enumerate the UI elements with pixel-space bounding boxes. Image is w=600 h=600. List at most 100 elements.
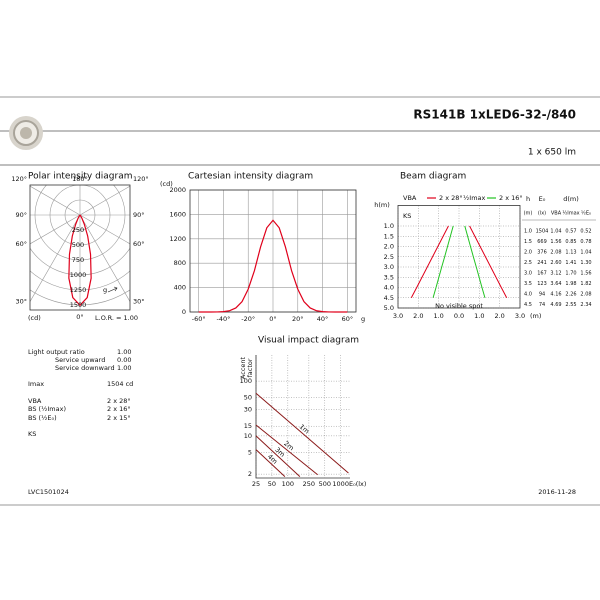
table-cell: 4.69 [550, 302, 561, 308]
table-cell: 1.13 [565, 250, 576, 256]
polar-angle-label: 90° [133, 211, 145, 219]
no-spot-note: No visible spot [435, 302, 483, 310]
polar-grid-ray [30, 214, 81, 245]
table-subheader: ½E₀ [581, 210, 591, 217]
table-cell: 3.5 [524, 281, 532, 287]
y-tick-label: 3.0 [384, 263, 394, 271]
impact-line [255, 449, 286, 478]
polar-radial-label: 1000 [70, 271, 87, 279]
x-tick-label: 25 [252, 480, 260, 488]
polar-angle-label: 180° [72, 175, 88, 183]
info-label: VBA [28, 397, 42, 405]
y-axis-label: factor [246, 358, 254, 377]
x-tick-label: 3.0 [393, 312, 403, 320]
x-tick-label: 50 [268, 480, 276, 488]
y-tick-label: 10 [244, 432, 252, 440]
table-cell: 74 [539, 302, 545, 308]
y-tick-label: 2.0 [384, 243, 394, 251]
y-tick-label: 1.0 [384, 222, 394, 230]
table-cell: 1.0 [524, 229, 532, 235]
panel-title: Polar intensity diagram [28, 172, 133, 182]
polar-angle-label: 60° [133, 240, 145, 248]
table-subheader: (m) [524, 211, 533, 217]
table-cell: 1.04 [580, 250, 591, 256]
polar-grid-ray [79, 214, 130, 303]
table-cell: 1.30 [580, 260, 591, 266]
table-cell: 2.08 [580, 292, 591, 298]
table-cell: 376 [537, 250, 547, 256]
table-header: E₀ [539, 195, 546, 203]
polar-grid-ray [79, 214, 130, 245]
info-value: 2 x 28° [107, 397, 131, 405]
polar-radial-label: 750 [72, 256, 84, 264]
x-tick-label: 250 [303, 480, 315, 488]
y-tick-label: 4.5 [384, 294, 394, 302]
info-label: Light output ratio [28, 348, 85, 356]
intensity-curve [198, 219, 348, 313]
table-header: h [526, 195, 530, 203]
plot-frame [397, 205, 521, 309]
info-value: 1.00 [117, 364, 131, 372]
table-subheader: (lx) [538, 211, 546, 217]
x-tick-label: 100 [282, 480, 294, 488]
table-cell: 2.55 [565, 302, 576, 308]
luminous-flux: 1 x 650 lm [528, 148, 576, 158]
info-label: Imax [28, 380, 44, 388]
table-cell: 4.16 [550, 292, 561, 298]
beam-line [432, 225, 454, 298]
table-subheader: VBA [551, 211, 562, 217]
table-cell: 1.98 [565, 281, 576, 287]
y-tick-label: 2 [248, 470, 252, 478]
table-cell: 94 [539, 292, 545, 298]
polar-intensity-curve [68, 214, 92, 307]
product-title: RS141B 1xLED6-32-/840 [413, 108, 576, 122]
info-label: BS (½E₀) [28, 414, 57, 422]
table-cell: 1.56 [550, 239, 561, 245]
polar-g-arrow [107, 286, 118, 293]
legend-label: VBA [403, 194, 417, 202]
ks-label: KS [403, 212, 411, 220]
polar-angle-label: 90° [15, 211, 27, 219]
info-ks: KS [28, 430, 36, 438]
table-cell: 1.5 [524, 239, 532, 245]
y-tick-label: 3.5 [384, 273, 394, 281]
table-cell: 1.04 [550, 229, 561, 235]
table-cell: 167 [537, 271, 547, 277]
table-cell: 3.12 [550, 271, 561, 277]
table-cell: 2.0 [524, 250, 532, 256]
info-value: 2 x 15° [107, 414, 131, 422]
table-cell: 669 [537, 239, 547, 245]
y-tick-label: 2000 [169, 186, 186, 194]
info-label: Service downward [55, 364, 115, 372]
x-tick-label: 500 [319, 480, 331, 488]
table-cell: 0.57 [565, 229, 576, 235]
product-photo [9, 116, 43, 150]
x-tick-label: 0.0 [454, 312, 464, 320]
table-cell: 123 [537, 281, 547, 287]
y-tick-label: 15 [244, 422, 252, 430]
table-cell: 1.82 [580, 281, 591, 287]
table-subheader: ½Imax [562, 210, 579, 217]
x-tick-label: 2.0 [494, 312, 504, 320]
plot-frame [189, 189, 357, 313]
x-tick-label: -20° [241, 315, 255, 323]
table-cell: 1.41 [565, 260, 576, 266]
y-axis-label: h(m) [374, 201, 390, 209]
x-tick-label: 0° [269, 315, 276, 323]
axes [255, 355, 350, 479]
polar-radial-label: 1250 [70, 286, 87, 294]
table-cell: 241 [537, 260, 547, 266]
table-cell: 1.70 [565, 271, 576, 277]
legend-label: ½Imax [463, 194, 486, 202]
info-value: 1504 cd [107, 380, 133, 388]
table-header: d(m) [563, 195, 579, 203]
polar-diagram [30, 185, 130, 310]
polar-grid-ray [30, 185, 81, 216]
beam-line [410, 225, 449, 298]
beam-line [469, 225, 508, 298]
polar-g-label: g [103, 286, 107, 294]
y-tick-label: 4.0 [384, 284, 394, 292]
info-value: 1.00 [117, 348, 131, 356]
